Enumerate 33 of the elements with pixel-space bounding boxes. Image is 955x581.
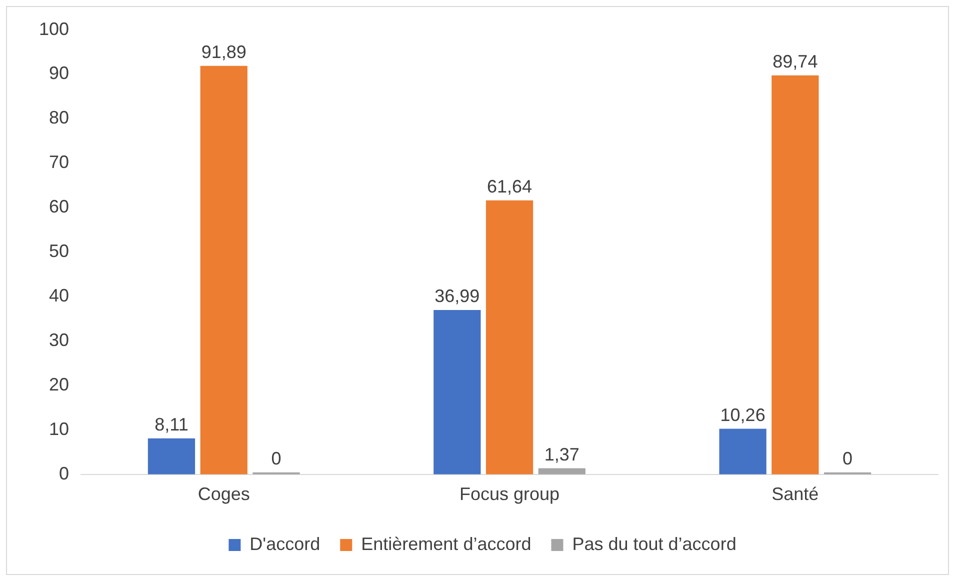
bar [148, 438, 196, 474]
y-tick-label: 30 [49, 330, 70, 350]
y-tick-label: 80 [49, 108, 70, 128]
legend-label: Pas du tout d’accord [572, 534, 736, 554]
bar [434, 310, 481, 474]
y-tick-label: 60 [49, 196, 70, 217]
y-tick-label: 40 [49, 286, 70, 306]
data-label: 8,11 [154, 414, 188, 434]
bar [719, 428, 766, 474]
x-tick-label: Coges [198, 484, 250, 504]
data-label: 1,37 [544, 444, 580, 464]
data-label: 61,64 [486, 176, 532, 196]
bar [538, 468, 586, 474]
y-tick-label: 10 [49, 418, 70, 439]
data-label: 10,26 [720, 404, 766, 425]
bar [200, 66, 248, 474]
legend-label: Entièrement d’accord [361, 534, 532, 554]
data-label: 36,99 [434, 286, 480, 306]
legend-label: D'accord [250, 534, 320, 554]
bar [772, 75, 819, 474]
y-tick-label: 0 [59, 463, 70, 484]
y-tick-label: 70 [49, 152, 70, 172]
x-tick-label: Santé [772, 484, 819, 504]
x-tick-label: Focus group [459, 484, 560, 504]
data-label: 89,74 [772, 51, 818, 72]
y-tick-label: 90 [49, 63, 70, 84]
data-label: 0 [842, 448, 853, 468]
y-tick-label: 50 [49, 241, 70, 262]
data-label: 91,89 [201, 42, 246, 62]
y-tick-label: 100 [38, 18, 70, 39]
y-tick-label: 20 [49, 374, 70, 394]
data-label: 0 [271, 448, 282, 468]
bar [486, 200, 534, 474]
